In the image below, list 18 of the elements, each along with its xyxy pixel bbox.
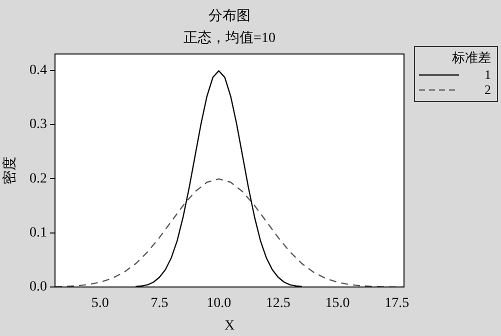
legend-title: 标准差 — [451, 49, 491, 67]
legend-label: 2 — [484, 82, 491, 97]
chart-title: 分布图 — [208, 8, 252, 26]
x-tick-label: 17.5 — [384, 296, 410, 312]
y-tick-label: 0.2 — [30, 171, 47, 186]
y-tick-label: 0.4 — [30, 62, 47, 78]
chart-subtitle: 正态，均值=10 — [182, 29, 276, 48]
x-tick-label: 7.5 — [150, 296, 168, 312]
x-tick-label: 10.0 — [206, 296, 232, 312]
y-tick-label: 0.1 — [30, 225, 47, 240]
x-axis-title: X — [224, 318, 235, 334]
x-tick-label: 15.0 — [325, 296, 350, 312]
legend-label: 1 — [484, 67, 491, 82]
x-tick-label: 5.0 — [91, 296, 109, 312]
x-tick-label: 12.5 — [266, 296, 290, 312]
y-tick-label: 0.0 — [30, 280, 47, 295]
y-axis-title: 密度 — [2, 156, 18, 184]
y-tick-label: 0.3 — [30, 117, 47, 132]
